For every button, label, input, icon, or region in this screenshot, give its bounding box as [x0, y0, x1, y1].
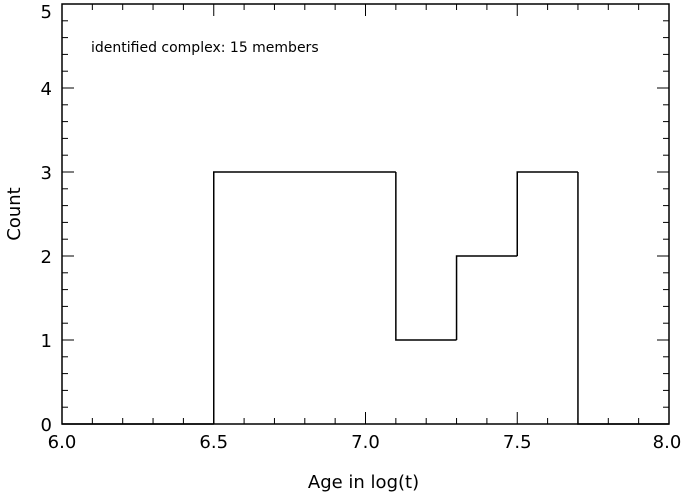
x-tick-label: 7.5 — [503, 432, 532, 453]
y-tick-label: 5 — [41, 2, 52, 23]
histogram-bin — [213, 171, 396, 424]
y-axis-title: Count — [4, 187, 25, 240]
histogram-bin — [516, 171, 578, 256]
x-tick-label: 7.0 — [351, 432, 380, 453]
y-tick-label: 1 — [41, 331, 52, 352]
histogram-bin — [577, 172, 669, 425]
plot-frame — [61, 3, 670, 425]
x-tick-label: 6.5 — [199, 432, 228, 453]
x-tick-label: 8.0 — [653, 432, 682, 453]
annotation-text: identified complex: 15 members — [91, 40, 319, 56]
y-tick-label: 2 — [41, 247, 52, 268]
x-tick-label: 6.0 — [48, 432, 77, 453]
histogram-bin — [455, 255, 518, 340]
tick-labels: 6.0 6.5 7.0 7.5 8.0 0 1 2 3 4 5 — [41, 2, 682, 453]
histogram-bins — [62, 171, 669, 425]
y-tick-label: 0 — [41, 415, 52, 436]
y-tick-label: 3 — [41, 163, 52, 184]
x-axis-title: Age in log(t) — [308, 472, 419, 493]
y-tick-label: 4 — [41, 79, 52, 100]
histogram-bin — [395, 172, 457, 341]
minor-ticks — [62, 4, 669, 424]
